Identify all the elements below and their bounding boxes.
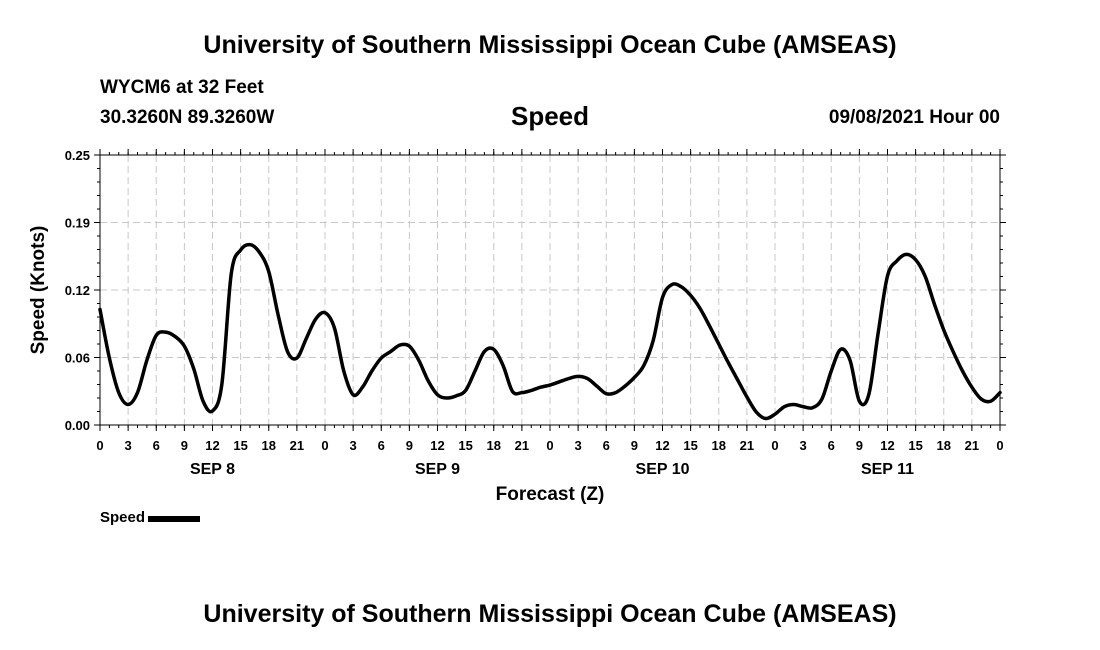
x-tick-label: 15	[683, 438, 697, 453]
x-tick-label: 3	[575, 438, 582, 453]
x-tick-label: 18	[262, 438, 276, 453]
y-tick-label: 0.06	[65, 351, 90, 366]
x-tick-label: 9	[406, 438, 413, 453]
y-axis-title: Speed (Knots)	[28, 226, 49, 355]
x-tick-label: 21	[515, 438, 529, 453]
x-tick-label: 0	[996, 438, 1003, 453]
x-tick-label: 18	[712, 438, 726, 453]
y-tick-label: 0.25	[65, 148, 90, 163]
plot-frame	[99, 154, 1001, 426]
x-tick-label: 18	[487, 438, 501, 453]
x-axis-title: Forecast (Z)	[496, 484, 605, 505]
x-tick-label: 21	[290, 438, 304, 453]
day-label: SEP 11	[861, 461, 914, 478]
x-tick-label: 12	[205, 438, 219, 453]
x-tick-label: 0	[321, 438, 328, 453]
x-tick-label: 9	[856, 438, 863, 453]
grid	[100, 155, 1000, 425]
legend-label: Speed	[100, 509, 146, 526]
chart-title: Speed	[510, 101, 590, 131]
x-tick-label: 3	[800, 438, 807, 453]
y-tick-label: 0.12	[65, 283, 90, 298]
x-tick-label: 9	[181, 438, 188, 453]
legend: Speed	[100, 509, 201, 526]
x-tick-label: 9	[631, 438, 638, 453]
x-tick-label: 0	[96, 438, 103, 453]
footer-title: University of Southern Mississippi Ocean…	[203, 600, 897, 628]
x-tick-label: 12	[655, 438, 669, 453]
x-tick-label: 0	[771, 438, 778, 453]
x-tick-label: 15	[233, 438, 247, 453]
legend-swatch	[148, 516, 201, 522]
y-tick-label: 0.00	[65, 418, 90, 433]
day-label: SEP 9	[415, 461, 460, 478]
y-tick-label: 0.19	[65, 216, 90, 231]
x-tick-label: 0	[546, 438, 553, 453]
x-tick-label: 15	[458, 438, 472, 453]
x-tick-label: 21	[965, 438, 979, 453]
x-tick-label: 12	[430, 438, 444, 453]
x-tick-label: 6	[153, 438, 160, 453]
x-tick-label: 3	[350, 438, 357, 453]
x-tick-label: 6	[603, 438, 610, 453]
day-label: SEP 8	[190, 461, 235, 478]
report-title: University of Southern Mississippi Ocean…	[203, 31, 897, 59]
speed-series-line	[98, 242, 1002, 421]
x-tick-label: 21	[740, 438, 754, 453]
x-tick-label: 3	[125, 438, 132, 453]
station-label: WYCM6 at 32 Feet	[100, 77, 264, 98]
axis-labels: 0.00 0.06 0.12 0.19 0.25 0 3 6 9 12 15 18 21 0 3 6 9 12 15…	[65, 148, 1004, 478]
x-tick-label: 12	[880, 438, 894, 453]
forecast-datetime: 09/08/2021 Hour 00	[828, 107, 1000, 128]
x-tick-label: 6	[378, 438, 385, 453]
day-label: SEP 10	[636, 461, 690, 478]
x-tick-label: 15	[908, 438, 922, 453]
coordinates-label: 30.3260N 89.3260W	[100, 107, 275, 128]
x-tick-label: 18	[937, 438, 951, 453]
x-tick-label: 6	[828, 438, 835, 453]
